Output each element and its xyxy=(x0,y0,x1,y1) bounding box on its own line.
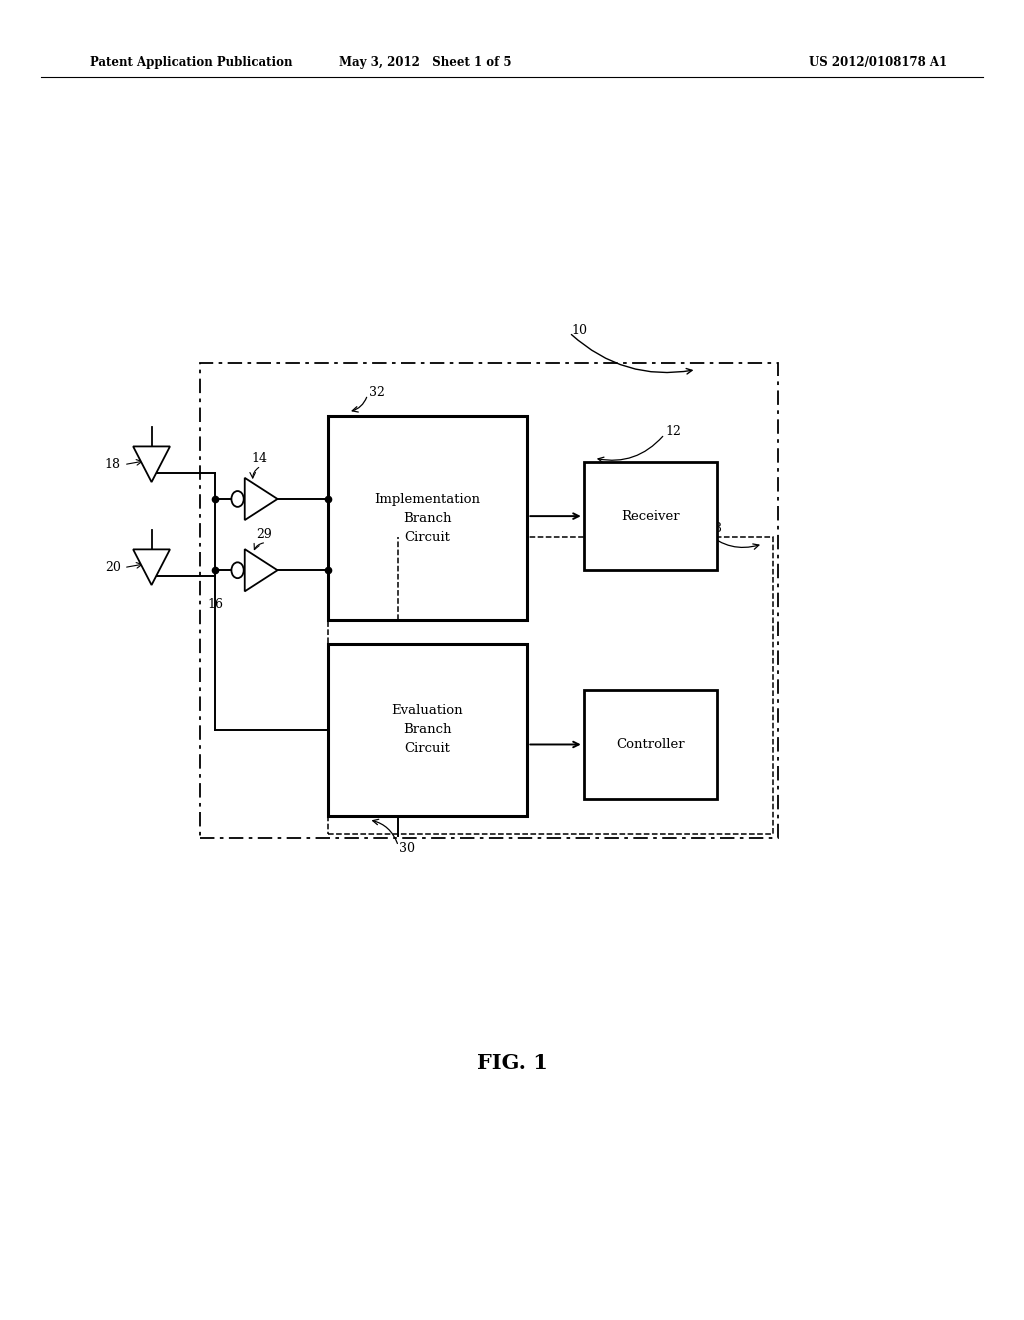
Bar xyxy=(200,363,778,838)
Text: Patent Application Publication: Patent Application Publication xyxy=(90,55,293,69)
Text: Evaluation
Branch
Circuit: Evaluation Branch Circuit xyxy=(392,705,463,755)
Text: 28: 28 xyxy=(707,521,723,535)
Text: 32: 32 xyxy=(369,385,385,399)
Text: 14: 14 xyxy=(251,451,267,465)
Text: 30: 30 xyxy=(399,842,416,855)
Text: Controller: Controller xyxy=(615,738,685,751)
Bar xyxy=(328,644,527,816)
Circle shape xyxy=(231,491,244,507)
Text: 10: 10 xyxy=(571,323,588,337)
Bar xyxy=(328,416,527,620)
Bar xyxy=(328,537,773,834)
Text: 20: 20 xyxy=(104,561,121,574)
Text: 29: 29 xyxy=(256,528,272,541)
Text: US 2012/0108178 A1: US 2012/0108178 A1 xyxy=(809,55,947,69)
Polygon shape xyxy=(133,549,170,585)
Text: Implementation
Branch
Circuit: Implementation Branch Circuit xyxy=(375,492,480,544)
Bar xyxy=(584,462,717,570)
Text: Receiver: Receiver xyxy=(621,510,680,523)
Polygon shape xyxy=(245,478,278,520)
Bar xyxy=(584,690,717,799)
Text: 18: 18 xyxy=(104,458,121,471)
Text: May 3, 2012   Sheet 1 of 5: May 3, 2012 Sheet 1 of 5 xyxy=(339,55,511,69)
Polygon shape xyxy=(133,446,170,482)
Text: 12: 12 xyxy=(666,425,682,438)
Polygon shape xyxy=(245,549,278,591)
Text: 16: 16 xyxy=(207,598,223,611)
Circle shape xyxy=(231,562,244,578)
Text: FIG. 1: FIG. 1 xyxy=(476,1052,548,1073)
